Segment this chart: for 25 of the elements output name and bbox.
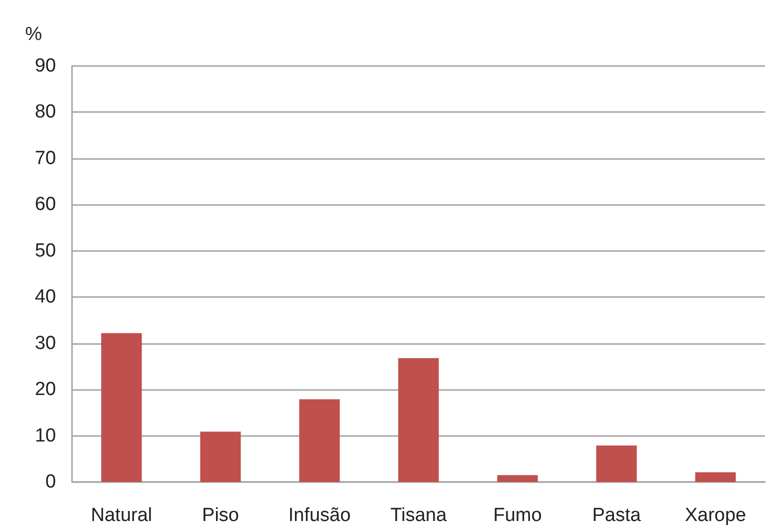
y-tick-label: 50 (34, 240, 56, 262)
y-tick-label: 90 (34, 56, 56, 76)
y-tick-label: 10 (34, 425, 56, 446)
x-tick-label: Piso (202, 505, 239, 526)
y-tick-label: 0 (45, 472, 56, 492)
x-tick-label: Pasta (592, 505, 642, 526)
bar (695, 472, 736, 482)
y-tick-label: 30 (34, 332, 56, 354)
bar (497, 475, 538, 482)
x-tick-label: Natural (90, 505, 152, 526)
x-tick-label: Xarope (684, 505, 746, 526)
x-tick-label: Infusão (288, 505, 351, 526)
y-tick-label: 20 (34, 379, 56, 400)
bar (200, 432, 241, 482)
y-tick-label: 70 (34, 148, 56, 169)
y-tick-label: 40 (34, 286, 56, 308)
y-tick-label: 60 (34, 194, 56, 216)
x-tick-label: Fumo (493, 505, 542, 526)
y-axis-title: % (25, 24, 42, 45)
bar (299, 399, 340, 482)
bar (596, 445, 637, 482)
bar (101, 333, 142, 482)
bar (398, 358, 439, 482)
x-tick-label: Tisana (390, 505, 448, 526)
y-tick-label: 80 (34, 102, 56, 123)
